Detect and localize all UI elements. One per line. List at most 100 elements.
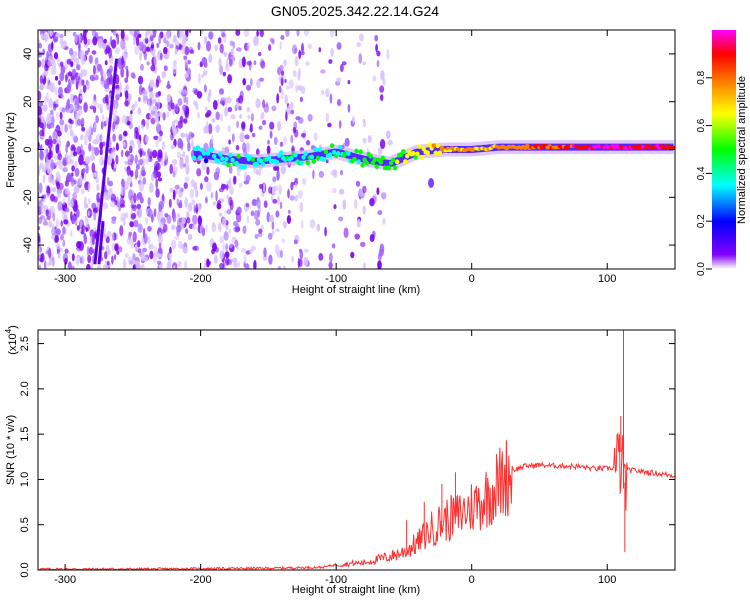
noise-speckle bbox=[122, 142, 126, 147]
noise-speckle bbox=[127, 256, 133, 265]
noise-speckle bbox=[134, 101, 138, 108]
noise-speckle bbox=[72, 151, 78, 157]
noise-speckle bbox=[147, 38, 151, 49]
noise-speckle bbox=[128, 231, 133, 237]
noise-speckle bbox=[76, 225, 80, 231]
signal-cell bbox=[329, 143, 335, 149]
noise-speckle bbox=[239, 132, 245, 143]
signal-cell bbox=[279, 150, 284, 156]
noise-speckle bbox=[260, 224, 265, 230]
noise-speckle bbox=[258, 125, 263, 130]
noise-speckle bbox=[343, 227, 349, 238]
noise-speckle bbox=[53, 103, 59, 108]
noise-speckle bbox=[184, 176, 190, 182]
noise-speckle bbox=[222, 242, 225, 254]
noise-speckle bbox=[51, 138, 57, 144]
noise-speckle bbox=[149, 151, 153, 160]
colorbar-label: Normalized spectral amplitude bbox=[736, 76, 748, 224]
signal-cell bbox=[419, 154, 424, 160]
noise-speckle bbox=[150, 41, 155, 51]
noise-speckle bbox=[332, 187, 337, 194]
noise-speckle bbox=[163, 46, 168, 55]
noise-speckle bbox=[43, 218, 47, 223]
noise-speckle bbox=[64, 248, 69, 254]
noise-speckle bbox=[226, 194, 229, 200]
noise-speckle bbox=[97, 38, 103, 49]
noise-speckle bbox=[245, 174, 251, 182]
noise-speckle bbox=[340, 169, 343, 176]
noise-speckle bbox=[235, 144, 240, 151]
noise-speckle bbox=[151, 98, 157, 104]
noise-speckle bbox=[111, 242, 115, 252]
noise-speckle bbox=[172, 65, 178, 75]
noise-speckle bbox=[139, 149, 143, 158]
noise-speckle bbox=[177, 261, 182, 267]
noise-speckle bbox=[230, 114, 236, 120]
snr-axes: -300 -200 -100 0 100 0.0 0.5 1.0 1.5 2.0 2.5 bbox=[19, 330, 675, 586]
noise-speckle bbox=[367, 135, 372, 144]
noise-speckle bbox=[273, 136, 278, 146]
noise-speckle bbox=[140, 252, 146, 262]
noise-speckle bbox=[119, 92, 123, 97]
noise-speckle bbox=[269, 121, 275, 130]
signal-cell bbox=[378, 159, 384, 165]
noise-speckle bbox=[78, 241, 85, 252]
noise-speckle bbox=[118, 60, 123, 70]
noise-speckle bbox=[180, 187, 184, 193]
signal-cell bbox=[417, 144, 422, 150]
noise-speckle bbox=[141, 151, 146, 157]
noise-speckle bbox=[149, 97, 152, 106]
noise-speckle bbox=[227, 125, 231, 133]
x-tick-label: -200 bbox=[190, 574, 212, 586]
noise-speckle bbox=[64, 180, 69, 187]
noise-speckle bbox=[80, 134, 84, 141]
noise-speckle bbox=[40, 215, 45, 220]
noise-speckle bbox=[211, 134, 214, 145]
x-tick-label: -200 bbox=[190, 273, 212, 285]
noise-speckle bbox=[139, 51, 142, 62]
noise-speckle bbox=[228, 165, 233, 174]
noise-speckle bbox=[177, 120, 183, 129]
noise-speckle bbox=[56, 111, 59, 119]
noise-speckle bbox=[162, 53, 168, 59]
signal-cell bbox=[313, 147, 318, 153]
noise-speckle bbox=[266, 145, 271, 155]
noise-speckle bbox=[212, 100, 218, 110]
noise-speckle bbox=[356, 42, 362, 47]
noise-speckle bbox=[224, 251, 230, 259]
noise-speckle bbox=[313, 132, 318, 141]
noise-speckle bbox=[175, 188, 179, 195]
y-tick-label: 1.5 bbox=[19, 427, 31, 442]
noise-speckle bbox=[60, 123, 64, 133]
noise-speckle bbox=[307, 113, 313, 122]
noise-speckle bbox=[347, 80, 351, 85]
noise-speckle bbox=[208, 89, 212, 97]
noise-speckle bbox=[75, 257, 80, 266]
y-tick-label: 0.0 bbox=[19, 562, 31, 577]
svg-text:(x104): (x104) bbox=[4, 325, 19, 355]
noise-speckle bbox=[93, 122, 97, 129]
noise-speckle bbox=[177, 212, 180, 219]
noise-speckle bbox=[137, 143, 141, 149]
noise-speckle bbox=[71, 172, 74, 177]
noise-speckle bbox=[148, 105, 154, 113]
noise-speckle bbox=[241, 56, 246, 68]
noise-speckle bbox=[55, 99, 59, 105]
noise-speckle bbox=[227, 74, 233, 84]
signal-cell bbox=[636, 144, 642, 148]
noise-speckle bbox=[174, 184, 180, 190]
noise-speckle bbox=[127, 120, 131, 126]
noise-speckle bbox=[91, 162, 96, 174]
noise-speckle bbox=[155, 139, 159, 147]
signal-cell bbox=[372, 157, 377, 163]
noise-speckle bbox=[121, 178, 125, 188]
signal-cell bbox=[321, 157, 327, 162]
signal-cell bbox=[299, 160, 304, 166]
snr-frame bbox=[37, 329, 676, 571]
noise-speckle bbox=[100, 80, 104, 85]
noise-speckle bbox=[205, 196, 208, 204]
snr-scale-factor: (x104) bbox=[4, 325, 19, 355]
noise-speckle bbox=[333, 169, 338, 178]
noise-speckle bbox=[161, 141, 166, 151]
noise-speckle bbox=[309, 219, 316, 229]
